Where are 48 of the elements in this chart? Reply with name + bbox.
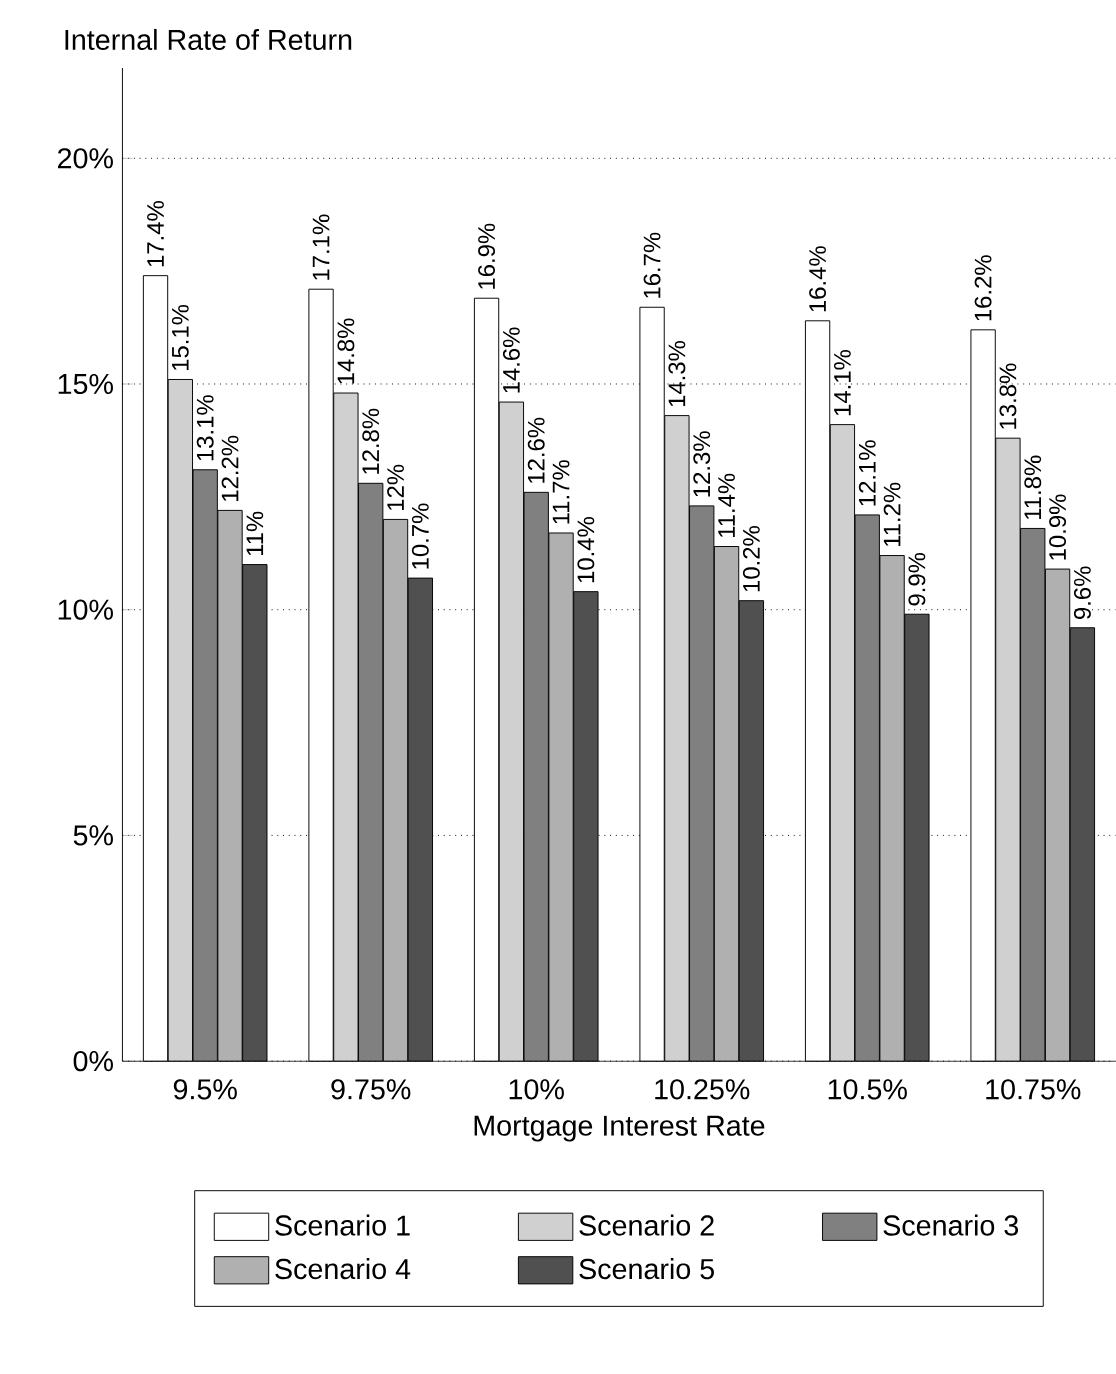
data-label: 12.1%: [858, 440, 876, 506]
data-label: 16.2%: [974, 255, 992, 321]
data-label: 17.4%: [147, 201, 164, 267]
data-label: 10.7%: [411, 503, 429, 569]
data-label: 12.2%: [221, 435, 239, 501]
data-label: 16.9%: [478, 223, 496, 289]
data-label: 16.7%: [643, 232, 661, 298]
data-label: 10.9%: [1049, 494, 1067, 560]
data-label: 12.6%: [527, 417, 545, 483]
y-tick-label: 10%: [58, 599, 113, 620]
data-label: 10.2%: [742, 526, 760, 592]
x-tick-label: 9.5%: [173, 1079, 237, 1100]
legend-label: Scenario 4: [275, 1258, 411, 1280]
data-label: 12.8%: [362, 408, 380, 474]
data-label: 9.9%: [908, 552, 926, 606]
data-label: 13.1%: [196, 395, 214, 461]
y-tick-label: 20%: [58, 148, 113, 169]
data-label: 10.4%: [577, 517, 595, 583]
y-tick-label: 15%: [58, 373, 113, 395]
x-tick-label: 9.75%: [331, 1079, 411, 1100]
data-label: 14.3%: [668, 340, 686, 407]
data-label: 12%: [387, 464, 404, 510]
data-label: 16.4%: [809, 246, 827, 312]
data-label: 11.8%: [1024, 455, 1042, 519]
data-label: 15.1%: [171, 304, 189, 370]
data-label: 11.2%: [883, 482, 901, 547]
data-label: 14.8%: [337, 318, 355, 384]
data-label: 14.6%: [502, 327, 520, 393]
y-tick-label: 0%: [73, 1050, 113, 1072]
y-tick-label: 5%: [73, 825, 113, 846]
legend-label: Scenario 5: [579, 1258, 714, 1280]
legend-label: Scenario 1: [275, 1214, 410, 1236]
data-label: 11%: [246, 511, 264, 556]
data-label: 11.7%: [552, 460, 570, 524]
x-tick-label: 10.25%: [655, 1079, 750, 1100]
x-tick-label: 10.75%: [986, 1079, 1081, 1100]
y-axis-title: Internal Rate of Return: [65, 28, 352, 50]
data-label: 14.1%: [834, 350, 851, 416]
x-axis-title: Mortgage Interest Rate: [474, 1115, 765, 1142]
legend-label: Scenario 2: [579, 1214, 714, 1236]
x-tick-label: 10%: [509, 1079, 564, 1100]
data-label: 9.6%: [1073, 566, 1091, 619]
data-label: 11.4%: [718, 473, 735, 538]
data-label: 12.3%: [693, 431, 711, 497]
data-label: 13.8%: [999, 363, 1017, 429]
x-tick-label: 10.5%: [828, 1079, 907, 1100]
data-label: 17.1%: [312, 214, 330, 280]
legend-label: Scenario 3: [883, 1214, 1019, 1236]
